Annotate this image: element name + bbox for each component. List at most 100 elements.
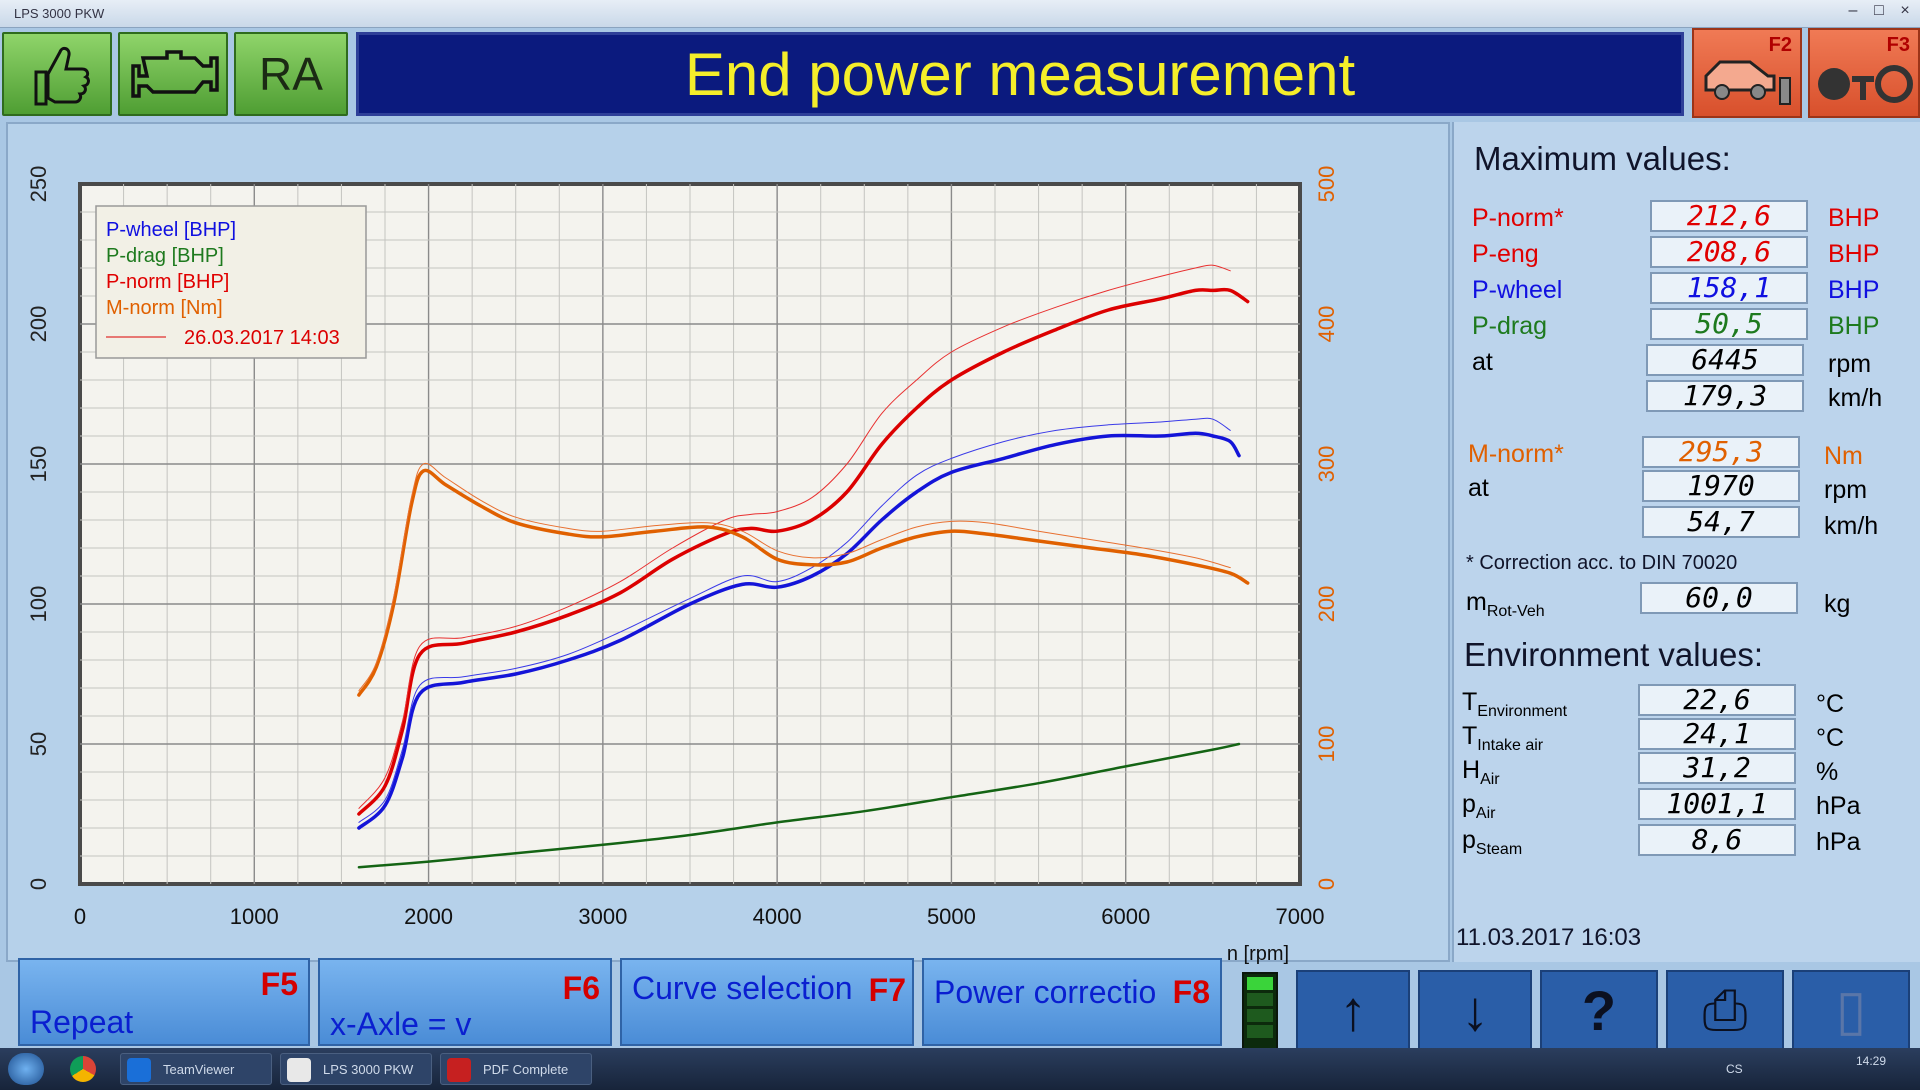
y-right-tick-label: 500 [1314,166,1339,203]
f2-key-label: F2 [1768,34,1792,56]
indicator-segment [1247,993,1273,1006]
window-title: LPS 3000 PKW [14,6,105,21]
f3-button[interactable]: F3 [1808,28,1920,118]
max-values-heading: Maximum values: [1474,140,1731,177]
help-button[interactable]: ? [1540,970,1658,1050]
pdf-icon [447,1058,471,1082]
humidity-value: 31,2 [1638,752,1796,784]
door-icon: ▯ [1835,978,1867,1041]
x-axis-label: n [rpm] [1227,943,1289,964]
p-norm-unit: BHP [1828,204,1880,232]
y-right-tick-label: 0 [1314,878,1339,890]
repeat-button[interactable]: Repeat F5 [18,958,310,1046]
series-line [358,462,1231,692]
oto-icon [1818,65,1913,103]
p-eng-label: P-eng [1472,240,1539,268]
legend-entry: P-wheel [BHP] [106,219,236,241]
air-pressure-value: 1001,1 [1638,788,1796,820]
temp-intake-unit: °C [1816,724,1845,752]
legend-entry: P-drag [BHP] [106,245,224,267]
taskbar-item-teamviewer[interactable]: TeamViewer [120,1053,272,1085]
curve-selection-button[interactable]: Curve selection F7 [620,958,914,1046]
teamviewer-icon [127,1058,151,1082]
series-line [357,287,1250,816]
indicator-segment [1247,1025,1273,1038]
confirm-button[interactable] [2,32,112,116]
indicator-segment [1247,977,1273,990]
car-icon [1704,60,1791,105]
m-norm-value: 295,3 [1642,436,1800,468]
temp-intake-value: 24,1 [1638,718,1796,750]
temp-intake-label: TIntake air [1462,722,1544,754]
x-axle-button[interactable]: x-Axle = v F6 [318,958,612,1046]
rot-mass-label: mRot-Veh [1466,588,1545,620]
taskbar-item-lps[interactable]: LPS 3000 PKW [280,1053,432,1085]
torque-speed-unit: km/h [1824,512,1879,540]
humidity-label: HAir [1462,756,1500,788]
status-indicator [1242,972,1278,1050]
arrow-up-button[interactable]: ↑ [1296,970,1410,1050]
ra-button[interactable]: RA [234,32,348,116]
f8-key-label: F8 [1172,974,1210,1010]
y-left-tick-label: 50 [26,732,51,756]
m-norm-label: M-norm* [1468,440,1564,468]
f2-car-button[interactable]: F2 [1692,28,1802,118]
x-tick-label: 4000 [753,904,802,929]
chrome-icon[interactable] [70,1056,96,1082]
steam-pressure-label: pSteam [1462,826,1523,858]
torque-at-label: at [1468,474,1489,502]
series-line [357,468,1250,697]
tray-clock: 14:29 [1856,1054,1887,1068]
y-right-tick-label: 400 [1314,306,1339,343]
air-pressure-unit: hPa [1816,792,1861,820]
window-titlebar: LPS 3000 PKW – □ × [0,0,1920,28]
chart-panel: 0 1000 2000 3000 4000 5000 6000 7000 n [rpm] 0 50 1… [6,122,1450,965]
x-axle-label: x-Axle = v [330,1006,472,1042]
arrow-down-button[interactable]: ↓ [1418,970,1532,1050]
minimize-icon[interactable]: – [1848,2,1858,19]
close-icon[interactable]: × [1900,2,1910,19]
temp-environment-unit: °C [1816,690,1845,718]
series-line [357,742,1241,869]
p-eng-unit: BHP [1828,240,1880,268]
p-drag-label: P-drag [1472,312,1548,340]
x-tick-label: 7000 [1276,904,1325,929]
start-icon[interactable] [8,1053,44,1085]
f5-key-label: F5 [260,966,298,1002]
power-speed-value: 179,3 [1646,380,1804,412]
series-line [358,417,1231,823]
printer-icon: ⎙ [1702,977,1748,1041]
power-rpm-unit: rpm [1828,350,1872,378]
humidity-unit: % [1816,758,1839,786]
power-rpm-value: 6445 [1646,344,1804,376]
power-correction-button[interactable]: Power correctio F8 [922,958,1222,1046]
legend-entry: P-norm [BHP] [106,271,229,293]
taskbar-item-pdf[interactable]: PDF Complete [440,1053,592,1085]
p-norm-label: P-norm* [1472,204,1564,232]
y-left-tick-label: 150 [26,446,51,483]
exit-button[interactable]: ▯ [1792,970,1910,1050]
tray-language[interactable]: CS [1726,1062,1743,1076]
series-line [358,264,1231,809]
ra-label: RA [259,48,323,100]
legend-reference-date: 26.03.2017 14:03 [184,327,340,349]
m-norm-unit: Nm [1824,442,1863,470]
y-left-tick-label: 200 [26,306,51,343]
f6-key-label: F6 [562,970,600,1006]
torque-rpm-unit: rpm [1824,476,1868,504]
x-tick-label: 2000 [404,904,453,929]
measurement-datetime: 11.03.2017 16:03 [1456,924,1642,951]
torque-rpm-value: 1970 [1642,470,1800,502]
maximize-icon[interactable]: □ [1874,2,1884,19]
x-tick-label: 3000 [578,904,627,929]
y-right-tick-label: 100 [1314,726,1339,763]
environment-heading: Environment values: [1464,636,1763,673]
f7-key-label: F7 [868,972,906,1008]
legend-entry: M-norm [Nm] [106,297,223,319]
steam-pressure-value: 8,6 [1638,824,1796,856]
print-button[interactable]: ⎙ [1666,970,1784,1050]
p-wheel-unit: BHP [1828,276,1880,304]
p-eng-value: 208,6 [1650,236,1808,268]
y-left-tick-label: 250 [26,166,51,203]
engine-button[interactable] [118,32,228,116]
